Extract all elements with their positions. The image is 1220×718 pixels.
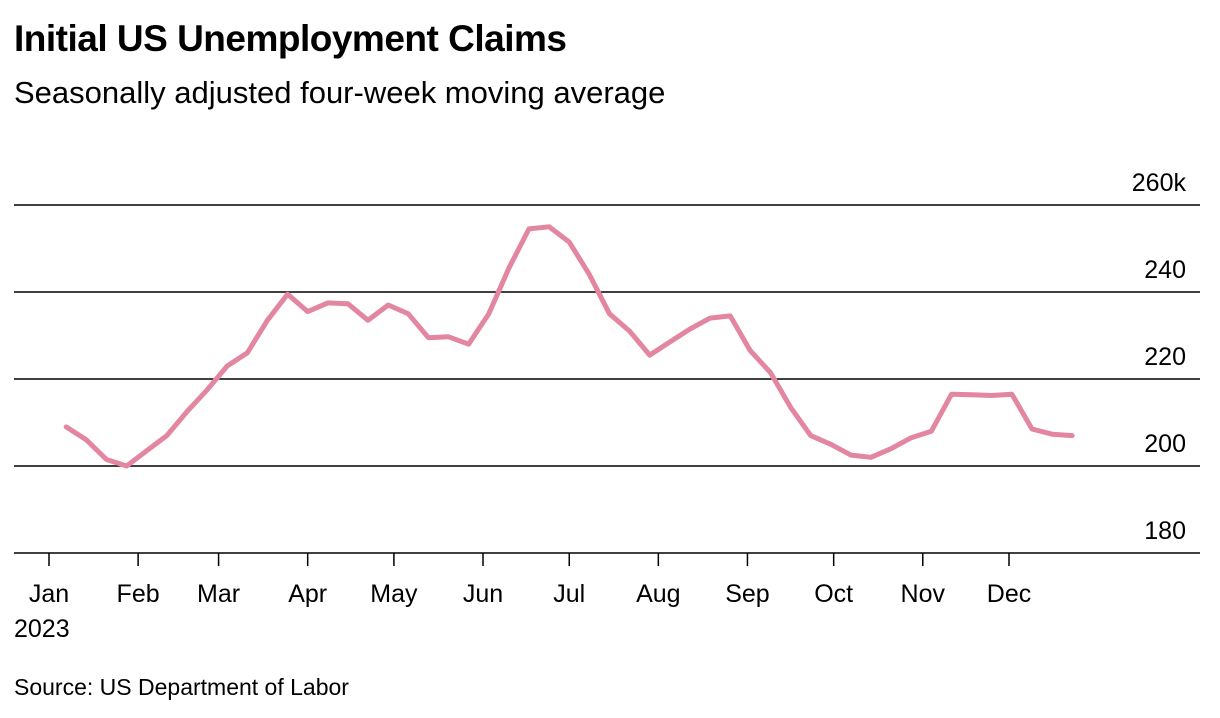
chart-subtitle: Seasonally adjusted four-week moving ave… (14, 75, 666, 110)
x-tick-label: May (370, 580, 418, 608)
y-tick-label: 260k (1132, 169, 1187, 197)
y-tick-label: 200 (1144, 430, 1186, 458)
series-layer (63, 224, 1075, 469)
x-tick-label: Aug (636, 580, 680, 608)
y-tick-label: 180 (1144, 517, 1186, 545)
y-axis-labels: 260k 240 220 200 180 (1132, 169, 1187, 545)
x-axis: Jan Feb Mar Apr May Jun Jul Aug Sep Oct Nov Dec 2023 (14, 552, 1200, 643)
x-year-label: 2023 (14, 615, 70, 643)
x-tick-label: Apr (288, 580, 327, 608)
x-tick-label: Feb (117, 580, 160, 608)
x-tick-label: Jan (29, 580, 69, 608)
x-tick-label: Jun (463, 580, 503, 608)
x-tick-label: Dec (987, 580, 1031, 608)
x-tick-label: Jul (553, 580, 585, 608)
chart-title: Initial US Unemployment Claims (14, 18, 567, 59)
y-tick-label: 240 (1144, 256, 1186, 284)
x-tick-label: Nov (901, 580, 946, 608)
x-tick-label: Sep (725, 580, 769, 608)
x-tick-label: Mar (197, 580, 240, 608)
source-note: Source: US Department of Labor (14, 674, 349, 700)
y-tick-label: 220 (1144, 343, 1186, 371)
series-line (63, 224, 1075, 469)
x-tick-label: Oct (814, 580, 853, 608)
gridlines (14, 204, 1200, 467)
